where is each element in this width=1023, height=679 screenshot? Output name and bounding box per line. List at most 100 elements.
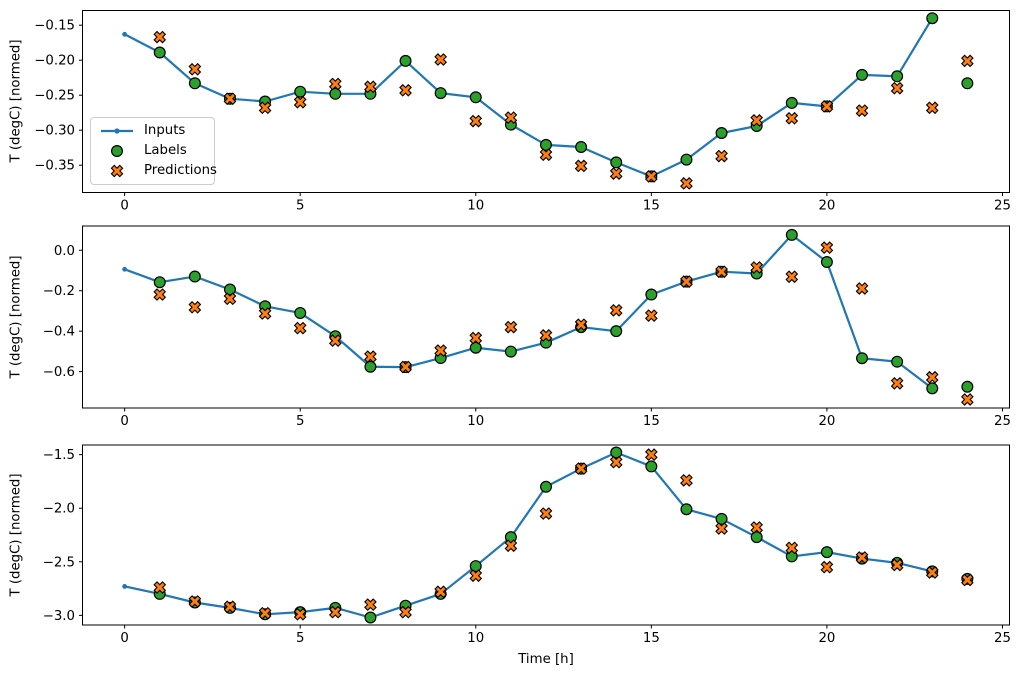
legend-label-predictions: Predictions (144, 163, 217, 179)
y-tick-label: −0.30 (34, 124, 75, 139)
x-tick-label: 10 (467, 199, 484, 214)
labels-point (153, 276, 166, 289)
labels-point (610, 156, 623, 169)
predictions-point (644, 170, 658, 183)
predictions-point (223, 600, 237, 614)
predictions-point (574, 318, 588, 332)
predictions-point (680, 473, 693, 487)
labels-point (820, 255, 833, 268)
labels-point (469, 91, 482, 104)
predictions-point (890, 376, 904, 390)
labels-point (504, 345, 517, 358)
subplot-3: 0 5 10 15 20 25 −1.5 −2.0 −2.5 −3.0 (43, 444, 1011, 646)
predictions-point (925, 101, 939, 115)
predictions-point (188, 595, 202, 608)
labels-point (856, 352, 869, 365)
predictions-point (153, 581, 167, 594)
labels-point (645, 288, 658, 301)
x-tick-label: 20 (818, 414, 835, 429)
labels-point (680, 503, 693, 516)
y-tick-label: −3.0 (43, 609, 75, 624)
predictions-point (399, 605, 412, 619)
predictions-point (785, 111, 799, 125)
predictions-x-icon (110, 164, 124, 178)
axes-frame (82, 225, 1010, 409)
y-axis-label-bottom: T (degC) [normed] (8, 473, 24, 597)
predictions-point (820, 100, 834, 113)
axes-frame (82, 444, 1010, 626)
x-tick-label: 0 (120, 199, 128, 214)
predictions-point (399, 360, 412, 374)
labels-point (153, 46, 166, 59)
predictions-point (434, 53, 448, 66)
labels-point (539, 480, 552, 493)
predictions-point (855, 551, 869, 564)
axes-frame (82, 10, 1010, 193)
y-tick-label: −1.5 (43, 448, 75, 463)
x-axis-label: Time [h] (518, 652, 574, 667)
labels-point (715, 512, 728, 525)
predictions-point (960, 573, 974, 587)
predictions-point (855, 282, 869, 295)
labels-point (891, 355, 904, 368)
y-tick-label: −0.35 (34, 159, 75, 174)
x-tick-label: 0 (120, 414, 128, 429)
labels-point (469, 341, 482, 354)
predictions-point (539, 329, 553, 342)
labels-point (961, 380, 974, 393)
predictions-point (188, 62, 202, 76)
predictions-point (890, 558, 904, 572)
predictions-point (820, 241, 834, 255)
subplot-1: 0 5 10 15 20 25 −0.15 −0.20 −0.25 −0.30 −0.35 (34, 10, 1011, 214)
labels-point (961, 77, 974, 90)
labels-point (891, 70, 904, 83)
predictions-point (960, 54, 974, 68)
labels-point (680, 153, 693, 166)
predictions-point (504, 320, 518, 334)
predictions-point (750, 521, 764, 534)
y-tick-label: −0.2 (43, 284, 75, 299)
x-tick-label: 20 (818, 631, 835, 646)
labels-point (926, 382, 939, 395)
inputs-line-dot-icon (101, 128, 133, 134)
x-tick-label: 10 (467, 631, 484, 646)
y-tick-label: −0.15 (34, 19, 75, 34)
x-tick-label: 15 (643, 414, 660, 429)
predictions-point (293, 95, 307, 109)
subplot-2: 0 5 10 15 20 25 0.0 −0.2 −0.4 −0.6 (43, 225, 1011, 429)
y-axis-label-top: T (degC) [normed] (8, 39, 24, 163)
legend-item-labels: Labels (100, 141, 214, 161)
labels-point (785, 228, 798, 241)
predictions-point (855, 104, 869, 117)
x-tick-label: 5 (296, 414, 304, 429)
predictions-point (925, 370, 939, 384)
y-axis-label-middle: T (degC) [normed] (8, 255, 24, 379)
inputs-point (122, 31, 128, 37)
predictions-point (820, 560, 834, 574)
y-tick-label: −0.4 (43, 325, 75, 340)
predictions-point (785, 270, 799, 284)
y-tick-label: 0.0 (54, 244, 75, 259)
predictions-point (574, 462, 588, 475)
predictions-point (644, 448, 658, 462)
labels-point (329, 87, 342, 100)
predictions-point (399, 83, 412, 97)
inputs-line (124, 17, 934, 178)
labels-point (469, 560, 482, 573)
labels-point (610, 325, 623, 338)
predictions-point (715, 149, 728, 163)
predictions-point (574, 159, 588, 173)
predictions-point (609, 303, 623, 317)
labels-point (294, 306, 307, 319)
labels-point (364, 360, 377, 373)
labels-point (856, 68, 869, 81)
predictions-point (469, 114, 483, 128)
labels-circle-icon (111, 144, 124, 158)
x-tick-label: 10 (467, 414, 484, 429)
predictions-point (153, 30, 167, 44)
labels-point (294, 85, 307, 98)
predictions-point (434, 585, 448, 599)
predictions-point (293, 321, 307, 335)
predictions-point (715, 522, 728, 535)
x-tick-label: 20 (818, 199, 835, 214)
